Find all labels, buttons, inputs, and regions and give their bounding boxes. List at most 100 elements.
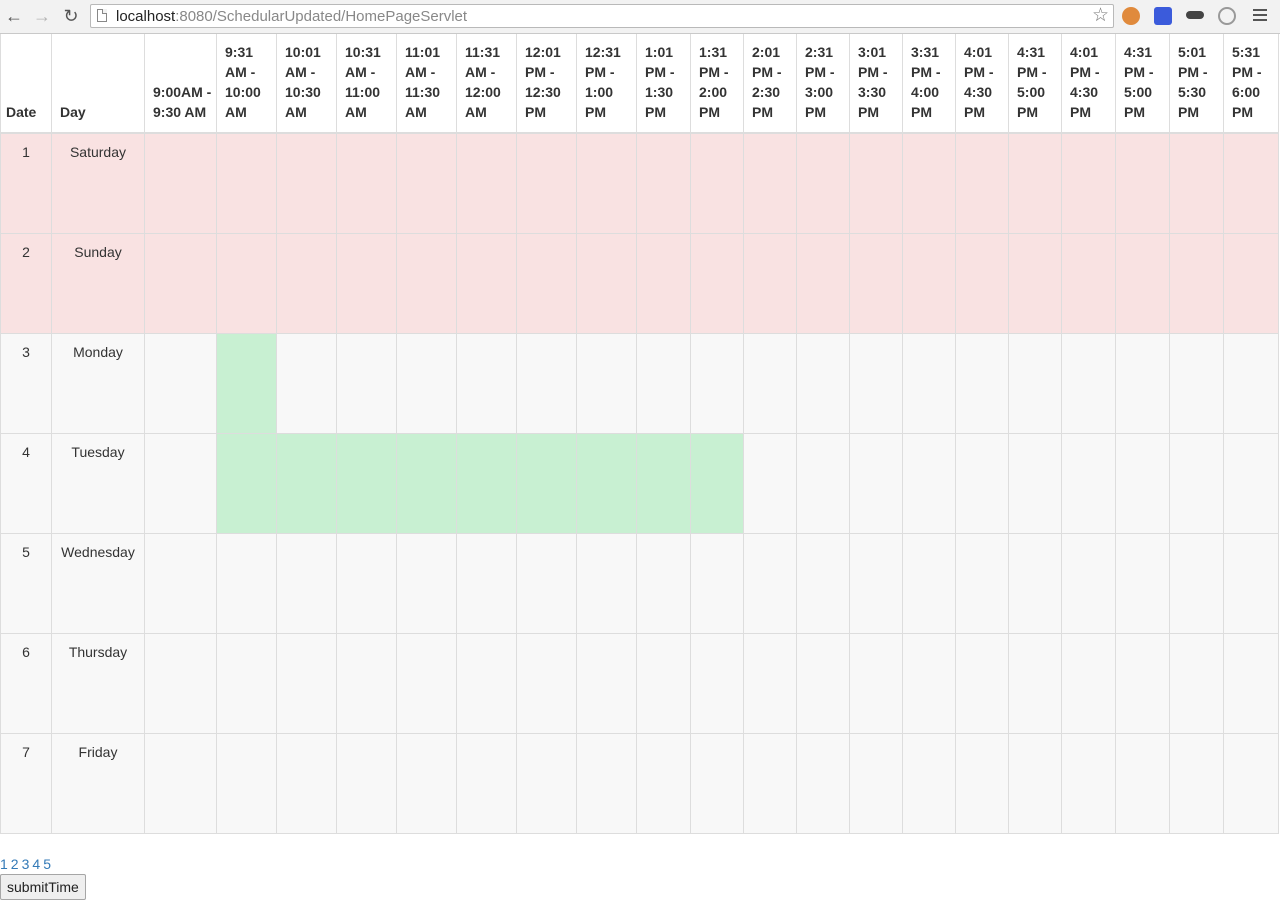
slot-cell[interactable] bbox=[1115, 232, 1170, 334]
slot-cell[interactable] bbox=[743, 332, 797, 434]
slot-cell[interactable] bbox=[1115, 732, 1170, 834]
slot-cell[interactable] bbox=[276, 732, 337, 834]
slot-cell[interactable] bbox=[576, 232, 637, 334]
slot-cell[interactable] bbox=[796, 432, 850, 534]
slot-cell[interactable] bbox=[796, 632, 850, 734]
slot-cell[interactable] bbox=[576, 732, 637, 834]
submit-time-button[interactable]: submitTime bbox=[0, 874, 86, 900]
slot-cell[interactable] bbox=[1008, 432, 1062, 534]
slot-cell[interactable] bbox=[276, 632, 337, 734]
slot-cell[interactable] bbox=[276, 132, 337, 234]
slot-cell[interactable] bbox=[1008, 732, 1062, 834]
slot-cell[interactable] bbox=[955, 332, 1009, 434]
slot-cell[interactable] bbox=[743, 532, 797, 634]
slot-cell[interactable] bbox=[1223, 532, 1279, 634]
slot-cell[interactable] bbox=[516, 732, 577, 834]
menu-icon[interactable] bbox=[1253, 9, 1267, 24]
slot-cell[interactable] bbox=[690, 632, 744, 734]
slot-cell[interactable] bbox=[516, 632, 577, 734]
slot-cell[interactable] bbox=[796, 232, 850, 334]
slot-cell[interactable] bbox=[743, 232, 797, 334]
page-link-3[interactable]: 3 bbox=[21, 856, 30, 872]
reload-icon[interactable]: ↻ bbox=[63, 5, 79, 26]
slot-cell[interactable] bbox=[216, 232, 277, 334]
slot-cell[interactable] bbox=[456, 232, 517, 334]
slot-cell[interactable] bbox=[144, 132, 217, 234]
slot-cell[interactable] bbox=[216, 132, 277, 234]
slot-cell[interactable] bbox=[1008, 332, 1062, 434]
slot-cell[interactable] bbox=[1115, 132, 1170, 234]
slot-cell[interactable] bbox=[690, 532, 744, 634]
slot-cell[interactable] bbox=[849, 332, 903, 434]
slot-cell[interactable] bbox=[1008, 232, 1062, 334]
slot-cell[interactable] bbox=[849, 132, 903, 234]
slot-cell[interactable] bbox=[1169, 232, 1224, 334]
slot-cell[interactable] bbox=[1223, 732, 1279, 834]
slot-cell[interactable] bbox=[276, 332, 337, 434]
slot-cell[interactable] bbox=[690, 132, 744, 234]
slot-cell-selected[interactable] bbox=[336, 432, 397, 534]
slot-cell[interactable] bbox=[144, 432, 217, 534]
slot-cell-selected[interactable] bbox=[690, 432, 744, 534]
slot-cell[interactable] bbox=[1223, 432, 1279, 534]
slot-cell[interactable] bbox=[636, 532, 691, 634]
slot-cell[interactable] bbox=[456, 332, 517, 434]
slot-cell[interactable] bbox=[743, 632, 797, 734]
slot-cell[interactable] bbox=[955, 632, 1009, 734]
slot-cell[interactable] bbox=[743, 132, 797, 234]
slot-cell[interactable] bbox=[796, 732, 850, 834]
slot-cell[interactable] bbox=[1008, 532, 1062, 634]
slot-cell[interactable] bbox=[796, 532, 850, 634]
extension-b-icon[interactable] bbox=[1154, 7, 1172, 25]
slot-cell[interactable] bbox=[336, 632, 397, 734]
slot-cell[interactable] bbox=[1115, 532, 1170, 634]
slot-cell[interactable] bbox=[396, 632, 457, 734]
slot-cell[interactable] bbox=[1061, 732, 1116, 834]
slot-cell[interactable] bbox=[955, 132, 1009, 234]
slot-cell[interactable] bbox=[516, 132, 577, 234]
slot-cell[interactable] bbox=[1061, 532, 1116, 634]
slot-cell[interactable] bbox=[902, 532, 956, 634]
slot-cell[interactable] bbox=[1223, 232, 1279, 334]
slot-cell[interactable] bbox=[516, 332, 577, 434]
slot-cell-selected[interactable] bbox=[216, 432, 277, 534]
slot-cell[interactable] bbox=[902, 432, 956, 534]
slot-cell[interactable] bbox=[902, 732, 956, 834]
slot-cell-selected[interactable] bbox=[456, 432, 517, 534]
slot-cell[interactable] bbox=[456, 132, 517, 234]
url-text[interactable]: localhost:8080/SchedularUpdated/HomePage… bbox=[116, 8, 467, 25]
slot-cell[interactable] bbox=[1061, 132, 1116, 234]
slot-cell[interactable] bbox=[1169, 332, 1224, 434]
slot-cell[interactable] bbox=[336, 532, 397, 634]
slot-cell[interactable] bbox=[1008, 132, 1062, 234]
slot-cell[interactable] bbox=[1169, 132, 1224, 234]
slot-cell[interactable] bbox=[1115, 332, 1170, 434]
slot-cell[interactable] bbox=[1223, 332, 1279, 434]
slot-cell[interactable] bbox=[1169, 732, 1224, 834]
extension-mask-icon[interactable] bbox=[1186, 11, 1204, 19]
slot-cell[interactable] bbox=[743, 732, 797, 834]
slot-cell-selected[interactable] bbox=[216, 332, 277, 434]
slot-cell[interactable] bbox=[902, 632, 956, 734]
slot-cell[interactable] bbox=[396, 732, 457, 834]
slot-cell-selected[interactable] bbox=[636, 432, 691, 534]
page-link-4[interactable]: 4 bbox=[32, 856, 41, 872]
slot-cell[interactable] bbox=[144, 732, 217, 834]
slot-cell[interactable] bbox=[636, 332, 691, 434]
slot-cell[interactable] bbox=[576, 632, 637, 734]
slot-cell[interactable] bbox=[796, 132, 850, 234]
slot-cell[interactable] bbox=[849, 532, 903, 634]
slot-cell[interactable] bbox=[336, 332, 397, 434]
slot-cell[interactable] bbox=[396, 232, 457, 334]
slot-cell[interactable] bbox=[1008, 632, 1062, 734]
slot-cell[interactable] bbox=[216, 532, 277, 634]
slot-cell[interactable] bbox=[144, 232, 217, 334]
slot-cell-selected[interactable] bbox=[576, 432, 637, 534]
page-link-2[interactable]: 2 bbox=[10, 856, 19, 872]
slot-cell[interactable] bbox=[1061, 332, 1116, 434]
slot-cell[interactable] bbox=[849, 432, 903, 534]
slot-cell[interactable] bbox=[276, 232, 337, 334]
slot-cell[interactable] bbox=[955, 732, 1009, 834]
slot-cell[interactable] bbox=[1169, 432, 1224, 534]
extension-fox-icon[interactable] bbox=[1122, 7, 1140, 25]
